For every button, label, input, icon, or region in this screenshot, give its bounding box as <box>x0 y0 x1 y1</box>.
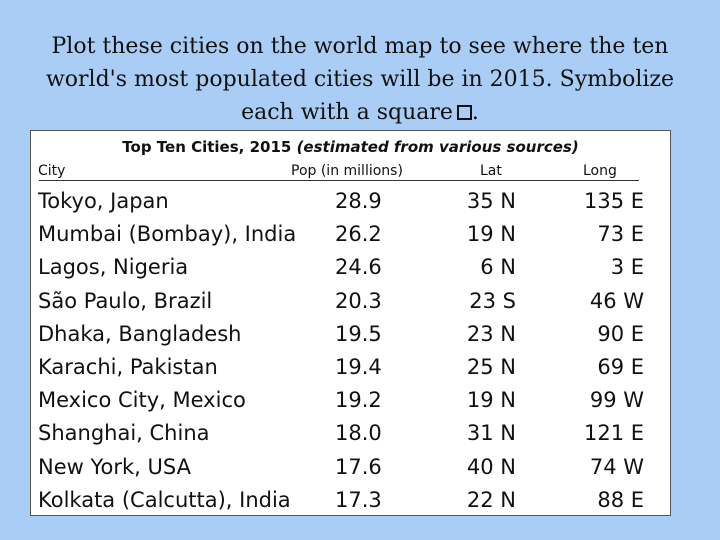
city-table-panel: Top Ten Cities, 2015 (estimated from var… <box>30 130 671 516</box>
city-cell: Shanghai, China <box>38 421 210 446</box>
lat-cell: 22 N <box>466 487 516 512</box>
header-divider <box>39 180 639 181</box>
lat-cell: 23 N <box>466 321 516 346</box>
table-row: Dhaka, Bangladesh 19.5 23 N 90 E <box>31 318 670 351</box>
long-cell: 88 E <box>597 487 644 512</box>
lat-cell: 25 N <box>466 355 516 379</box>
table-title-bold: Top Ten Cities, 2015 <box>122 138 292 156</box>
square-symbol-icon <box>456 105 472 120</box>
instructions-text: Plot these cities on the world map to se… <box>30 30 690 129</box>
pop-cell: 19.5 <box>335 321 382 346</box>
long-cell: 74 W <box>589 454 644 479</box>
instructions-end: . <box>471 100 479 125</box>
header-pop: Pop (in millions) <box>291 163 403 179</box>
table-row: New York, USA 17.6 40 N 74 W <box>31 451 670 484</box>
city-cell: Tokyo, Japan <box>38 189 169 213</box>
city-cell: Mumbai (Bombay), India <box>38 222 297 247</box>
header-lat: Lat <box>480 163 502 179</box>
lat-cell: 23 S <box>469 288 516 313</box>
pop-cell: 19.4 <box>335 355 382 379</box>
pop-cell: 19.2 <box>335 388 382 413</box>
long-cell: 3 E <box>610 255 644 280</box>
table-row: Tokyo, Japan 28.9 35 N 135 E <box>31 185 670 218</box>
lat-cell: 19 N <box>466 388 516 413</box>
long-cell: 90 E <box>597 321 644 346</box>
city-cell: New York, USA <box>38 454 191 479</box>
long-cell: 46 W <box>589 288 644 313</box>
header-city: City <box>38 163 66 179</box>
table-row: Mumbai (Bombay), India 26.2 19 N 73 E <box>31 218 670 251</box>
table-row: Kolkata (Calcutta), India 17.3 22 N 88 E <box>31 484 670 517</box>
table-row: Mexico City, Mexico 19.2 19 N 99 W <box>31 384 670 417</box>
long-cell: 135 E <box>583 189 644 213</box>
pop-cell: 20.3 <box>335 288 382 313</box>
pop-cell: 17.3 <box>335 487 382 512</box>
long-cell: 73 E <box>597 222 644 247</box>
instructions-body: Plot these cities on the world map to se… <box>45 34 675 125</box>
table-row: Karachi, Pakistan 19.4 25 N 69 E <box>31 351 670 384</box>
city-cell: Mexico City, Mexico <box>38 388 246 413</box>
city-cell: Dhaka, Bangladesh <box>38 321 242 346</box>
header-long: Long <box>583 163 617 179</box>
lat-cell: 6 N <box>480 255 516 280</box>
lat-cell: 31 N <box>466 421 516 446</box>
table-title: Top Ten Cities, 2015 (estimated from var… <box>31 138 670 156</box>
table-row: São Paulo, Brazil 20.3 23 S 46 W <box>31 285 670 318</box>
pop-cell: 28.9 <box>335 189 382 213</box>
table-title-italic: (estimated from various sources) <box>296 138 579 156</box>
lat-cell: 40 N <box>466 454 516 479</box>
city-cell: São Paulo, Brazil <box>38 288 213 313</box>
long-cell: 121 E <box>583 421 644 446</box>
pop-cell: 17.6 <box>335 454 382 479</box>
lat-cell: 19 N <box>466 222 516 247</box>
city-cell: Lagos, Nigeria <box>38 255 189 280</box>
pop-cell: 26.2 <box>335 222 382 247</box>
city-cell: Karachi, Pakistan <box>38 355 218 379</box>
lat-cell: 35 N <box>466 189 516 213</box>
table-row: Lagos, Nigeria 24.6 6 N 3 E <box>31 251 670 284</box>
pop-cell: 24.6 <box>335 255 382 280</box>
city-cell: Kolkata (Calcutta), India <box>38 487 291 512</box>
long-cell: 69 E <box>597 355 644 379</box>
long-cell: 99 W <box>589 388 644 413</box>
table-row: Shanghai, China 18.0 31 N 121 E <box>31 417 670 450</box>
pop-cell: 18.0 <box>335 421 382 446</box>
